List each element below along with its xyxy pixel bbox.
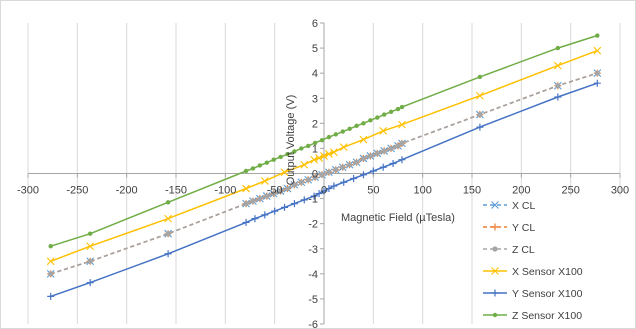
data-point xyxy=(299,180,304,185)
x-axis-title: Magnetic Field (µTesla) xyxy=(341,212,455,224)
data-point xyxy=(306,144,310,148)
data-point xyxy=(306,177,311,182)
legend-label: Y Sensor X100 xyxy=(512,288,583,300)
data-point xyxy=(257,196,262,201)
legend-label: Z Sensor X100 xyxy=(512,310,582,322)
data-point xyxy=(361,156,366,161)
x-tick-label: 200 xyxy=(512,185,530,197)
data-point xyxy=(389,110,393,114)
data-point xyxy=(556,46,560,50)
data-point xyxy=(166,200,170,204)
data-point xyxy=(375,151,380,156)
data-point xyxy=(341,129,345,133)
data-point xyxy=(399,141,404,146)
x-tick-label: -250 xyxy=(66,185,88,197)
data-point xyxy=(319,172,324,177)
legend-marker xyxy=(492,246,497,251)
y-tick-label: -3 xyxy=(308,244,318,256)
x-tick-label: 50 xyxy=(367,185,379,197)
y-axis-title: Output Voltage (V) xyxy=(285,95,297,186)
data-point xyxy=(396,107,400,111)
data-point xyxy=(400,105,404,109)
data-point xyxy=(326,170,331,175)
y-tick-label: -1 xyxy=(308,194,318,206)
y-tick-label: 1 xyxy=(312,143,318,155)
y-tick-label: 3 xyxy=(312,93,318,105)
data-point xyxy=(265,161,269,165)
data-point xyxy=(320,138,324,142)
y-tick-label: 6 xyxy=(312,18,318,30)
data-point xyxy=(347,162,352,167)
data-point xyxy=(258,163,262,167)
legend-label: Z CL xyxy=(512,244,535,256)
data-point xyxy=(340,165,345,170)
legend-background xyxy=(476,196,632,326)
y-tick-label: 0 xyxy=(312,169,318,181)
x-tick-label: -300 xyxy=(17,185,39,197)
x-tick-label: 150 xyxy=(463,185,481,197)
data-point xyxy=(375,115,379,119)
data-point xyxy=(243,201,248,206)
data-point xyxy=(334,132,338,136)
data-point xyxy=(166,231,171,236)
x-tick-label: 250 xyxy=(561,185,579,197)
data-point xyxy=(48,244,52,248)
y-tick-label: -6 xyxy=(308,319,318,329)
data-point xyxy=(278,155,282,159)
data-point xyxy=(361,121,365,125)
legend-label: Y CL xyxy=(512,222,535,234)
legend-label: X Sensor X100 xyxy=(512,266,583,278)
x-tick-label: -100 xyxy=(214,185,236,197)
data-point xyxy=(250,198,255,203)
x-tick-label: 100 xyxy=(413,185,431,197)
y-tick-label: -5 xyxy=(308,294,318,306)
y-tick-label: 5 xyxy=(312,43,318,55)
y-tick-label: -2 xyxy=(308,219,318,231)
x-tick-label: -200 xyxy=(116,185,138,197)
data-point xyxy=(271,158,275,162)
x-tick-label: 0 xyxy=(321,185,327,197)
x-tick-label: -150 xyxy=(165,185,187,197)
data-point xyxy=(354,160,359,165)
data-point xyxy=(299,146,303,150)
data-point xyxy=(88,259,93,264)
legend-label: X CL xyxy=(512,200,536,212)
y-tick-label: -4 xyxy=(308,269,318,281)
data-point xyxy=(285,186,290,191)
data-point xyxy=(368,153,373,158)
data-point xyxy=(347,127,351,131)
data-point xyxy=(48,271,53,276)
data-point xyxy=(388,146,393,151)
data-point xyxy=(477,112,482,117)
data-point xyxy=(555,83,560,88)
data-point xyxy=(382,112,386,116)
x-tick-label: 300 xyxy=(611,185,629,197)
x-tick-label: -50 xyxy=(267,185,283,197)
data-point xyxy=(333,167,338,172)
y-tick-label: 2 xyxy=(312,118,318,130)
data-point xyxy=(327,135,331,139)
data-point xyxy=(244,169,248,173)
legend-marker xyxy=(493,313,497,317)
data-point xyxy=(251,166,255,170)
y-tick-label: 4 xyxy=(312,68,318,80)
data-point xyxy=(368,118,372,122)
data-point xyxy=(595,71,600,76)
data-point xyxy=(595,33,599,37)
data-point xyxy=(354,124,358,128)
data-point xyxy=(88,232,92,236)
data-point xyxy=(478,75,482,79)
data-point xyxy=(382,148,387,153)
